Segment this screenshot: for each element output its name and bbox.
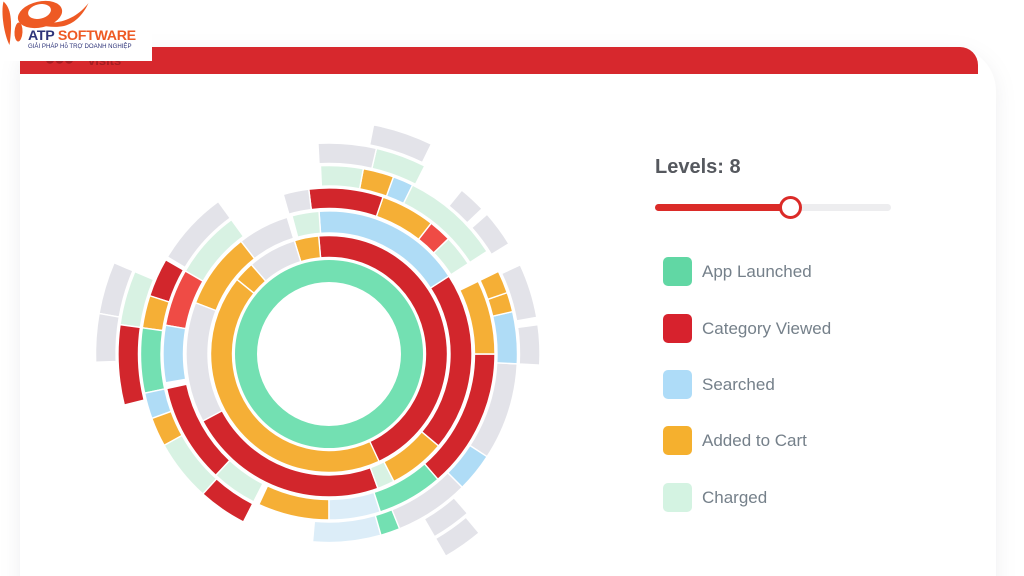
svg-text:ATP SOFTWARE: ATP SOFTWARE bbox=[28, 28, 136, 44]
svg-text:GIẢI PHÁP Hỗ TRỢ DOANH NGHIỆP: GIẢI PHÁP Hỗ TRỢ DOANH NGHIỆP bbox=[28, 42, 132, 50]
